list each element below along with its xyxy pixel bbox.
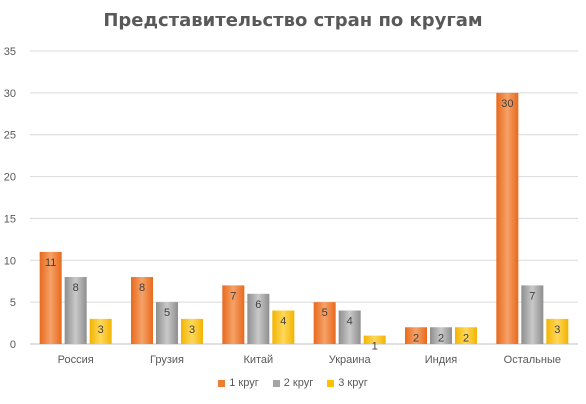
legend-label: 1 круг: [229, 377, 259, 389]
data-label: 1: [372, 341, 378, 353]
chart-title: Представительство стран по кругам: [103, 10, 483, 31]
data-label: 8: [139, 282, 145, 294]
legend-swatch: [272, 379, 280, 387]
bar: [39, 251, 62, 344]
data-label: 2: [463, 332, 469, 344]
legend-swatch: [327, 379, 335, 387]
data-label: 11: [45, 257, 56, 269]
data-label: 4: [280, 316, 286, 328]
gridlines: [30, 50, 578, 345]
data-label: 4: [347, 316, 353, 328]
x-tick-label: Индия: [425, 354, 458, 366]
bar: [222, 285, 245, 344]
data-label: 3: [554, 324, 560, 336]
data-label: 8: [73, 282, 79, 294]
data-label: 5: [164, 307, 170, 319]
y-tick-label: 0: [10, 339, 16, 351]
data-label: 3: [98, 324, 104, 336]
bar: [156, 302, 178, 344]
bar: [496, 92, 519, 344]
y-tick-label: 5: [10, 297, 16, 309]
bar: [455, 327, 477, 344]
y-tick-label: 15: [4, 213, 16, 225]
x-tick-label: Китай: [243, 354, 273, 366]
bar: [272, 310, 295, 344]
x-tick-label: Россия: [58, 354, 94, 366]
data-label: 2: [438, 332, 444, 344]
data-label: 3: [189, 324, 195, 336]
y-tick-label: 25: [4, 130, 16, 142]
data-label: 7: [529, 290, 535, 302]
legend-item: 1 круг: [218, 377, 259, 389]
x-axis-ticks: Россия Грузия Китай Украина Индия Остальные: [58, 354, 561, 366]
legend: 1 круг 2 круг 3 круг: [0, 377, 586, 389]
y-axis-ticks: 0 5 10 15 20 25 30 35: [4, 46, 16, 351]
bars: 11 8 3 8 5 3 7 6 4 5 4 1 2 2 2 30 7 3: [39, 92, 569, 353]
y-tick-label: 10: [4, 255, 16, 267]
legend-item: 2 круг: [272, 377, 314, 389]
bar: [131, 277, 153, 344]
bar: [521, 285, 544, 344]
bar: [89, 318, 112, 344]
x-tick-label: Украина: [329, 354, 372, 366]
bar: [64, 277, 87, 344]
bar: [363, 335, 386, 344]
legend-swatch: [218, 379, 226, 387]
legend-label: 3 круг: [338, 377, 368, 389]
bar: [430, 327, 452, 344]
x-tick-label: Грузия: [150, 354, 184, 366]
data-label: 5: [322, 307, 328, 319]
bar: [247, 293, 270, 344]
bar: [181, 318, 203, 344]
bar: [338, 310, 361, 344]
legend-label: 2 круг: [283, 377, 314, 389]
bar: [405, 327, 427, 344]
y-tick-label: 30: [4, 88, 16, 100]
data-label: 7: [230, 290, 236, 302]
legend-item: 3 круг: [327, 377, 368, 389]
data-label: 30: [501, 98, 513, 110]
y-tick-label: 35: [4, 46, 16, 58]
x-tick-label: Остальные: [504, 354, 561, 366]
data-label: 6: [255, 299, 261, 311]
bar: [313, 302, 336, 344]
y-tick-label: 20: [4, 172, 16, 184]
data-label: 2: [413, 332, 419, 344]
bar: [546, 318, 569, 344]
